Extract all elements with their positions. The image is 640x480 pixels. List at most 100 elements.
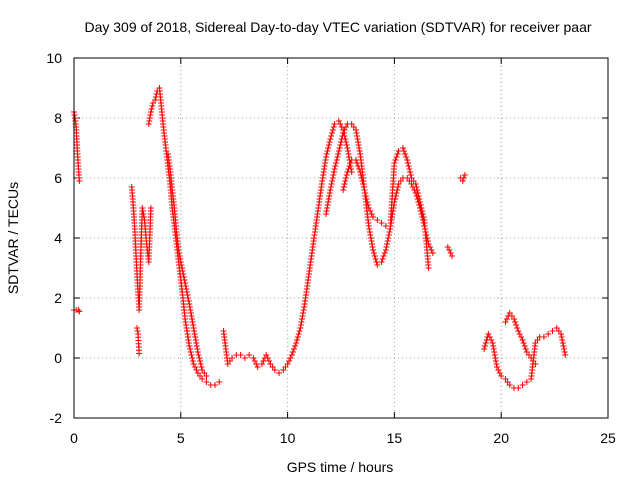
data-point [324, 148, 331, 154]
grid [74, 58, 608, 418]
data-point [189, 319, 196, 325]
data-point [189, 355, 196, 361]
data-point [342, 124, 349, 130]
data-point [337, 121, 344, 127]
data-point [515, 385, 522, 391]
data-point [352, 157, 359, 163]
data-point [413, 184, 420, 190]
data-point [360, 181, 367, 187]
data-point [402, 151, 409, 157]
data-point [444, 244, 451, 250]
data-point [194, 346, 201, 352]
data-point [180, 274, 187, 280]
data-point [486, 334, 493, 340]
data-point [365, 223, 372, 229]
data-point [325, 142, 332, 148]
data-point [297, 322, 304, 328]
data-point [192, 337, 199, 343]
data-point [76, 178, 83, 184]
data-point [337, 142, 344, 148]
data-point [329, 178, 336, 184]
x-tick-label: 0 [70, 430, 78, 446]
data-point [291, 346, 298, 352]
data-point [511, 316, 518, 322]
chart-title: Day 309 of 2018, Sidereal Day-to-day VTE… [84, 19, 591, 35]
data-point [333, 157, 340, 163]
data-point [447, 250, 454, 256]
y-tick-label: 2 [54, 290, 62, 306]
data-point [284, 361, 291, 367]
data-point [558, 331, 565, 337]
data-point [335, 151, 342, 157]
data-point [323, 208, 330, 214]
x-tick-label: 10 [280, 430, 296, 446]
data-point [149, 103, 156, 109]
x-tick-label: 25 [600, 430, 616, 446]
data-point [558, 334, 565, 340]
data-point [332, 163, 339, 169]
data-point [367, 208, 374, 214]
data-point [404, 160, 411, 166]
data-point [492, 355, 499, 361]
data-point [356, 148, 363, 154]
data-point [406, 166, 413, 172]
data-point [562, 352, 569, 358]
data-point [362, 190, 369, 196]
data-point [325, 145, 332, 151]
data-point [368, 241, 375, 247]
data-point [177, 256, 184, 262]
data-point [380, 253, 387, 259]
data-point [203, 379, 210, 385]
data-point [299, 313, 306, 319]
data-point [329, 127, 336, 133]
data-point [503, 316, 510, 322]
data-point [334, 154, 341, 160]
data-point [344, 145, 351, 151]
data-point [356, 145, 363, 151]
data-point [148, 106, 155, 112]
data-point [420, 214, 427, 220]
data-point [328, 181, 335, 187]
data-point [488, 337, 495, 343]
data-point [324, 202, 331, 208]
data-point [404, 157, 411, 163]
data-point [145, 121, 152, 127]
data-points [71, 85, 569, 391]
data-point [384, 238, 391, 244]
data-point [460, 175, 467, 181]
data-point [370, 247, 377, 253]
data-point [186, 301, 193, 307]
data-point [346, 163, 353, 169]
data-point [342, 178, 349, 184]
data-point [260, 358, 267, 364]
data-point [211, 382, 218, 388]
data-point [76, 308, 83, 315]
data-point [194, 349, 201, 355]
data-point [288, 352, 295, 358]
data-point [532, 361, 539, 367]
data-point [357, 169, 364, 175]
data-point [325, 199, 332, 205]
data-point [326, 193, 333, 199]
data-point [515, 328, 522, 334]
data-point [347, 160, 354, 166]
data-point [540, 334, 547, 340]
data-point [560, 343, 567, 349]
data-point [335, 118, 342, 124]
data-point [181, 277, 188, 283]
data-point [195, 352, 202, 358]
data-point [147, 112, 154, 118]
data-point [482, 340, 489, 346]
data-point [359, 178, 366, 184]
data-point [147, 109, 154, 115]
data-point [561, 346, 568, 352]
x-tick-label: 5 [177, 430, 185, 446]
data-point [254, 364, 261, 370]
data-point [498, 373, 505, 379]
data-point [326, 190, 333, 196]
data-point [379, 256, 386, 262]
data-point [341, 181, 348, 187]
data-point [199, 376, 206, 382]
data-point [407, 172, 414, 178]
data-point [140, 214, 147, 220]
